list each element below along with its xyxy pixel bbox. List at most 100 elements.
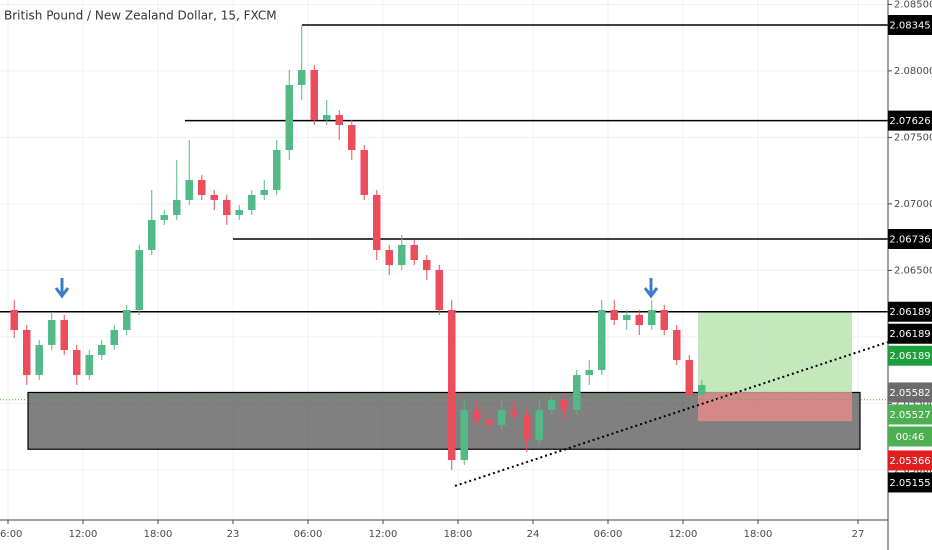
candle-body bbox=[685, 360, 693, 395]
candle-body bbox=[698, 385, 706, 395]
arrow-icon bbox=[54, 278, 70, 299]
x-tick-label: 27 bbox=[852, 529, 865, 540]
candle-body bbox=[635, 314, 643, 326]
candle-body bbox=[123, 310, 131, 330]
trend-line bbox=[454, 341, 889, 487]
candle-body bbox=[398, 244, 406, 266]
price-label-box bbox=[888, 323, 932, 344]
candle-body bbox=[373, 194, 381, 251]
candle-body bbox=[473, 410, 481, 420]
candle-body bbox=[435, 269, 443, 311]
candle-body bbox=[173, 200, 181, 216]
candle-body bbox=[185, 179, 193, 201]
price-label: 2.06736 bbox=[889, 234, 930, 245]
price-label-box bbox=[888, 110, 932, 131]
y-tick-label: 2.07000 bbox=[894, 199, 932, 210]
candle-body bbox=[498, 410, 506, 426]
x-tick-label: 12:00 bbox=[369, 529, 398, 540]
y-tick-label: 2.05500 bbox=[894, 398, 932, 409]
candle-body bbox=[273, 150, 281, 191]
candle-body bbox=[98, 344, 106, 355]
candle-body bbox=[485, 419, 493, 426]
candle-body bbox=[598, 310, 606, 370]
price-label: 2.06189 bbox=[889, 351, 930, 362]
chart-title: British Pound / New Zealand Dollar, 15, … bbox=[4, 9, 277, 23]
plot bbox=[0, 0, 889, 520]
y-tick-label: 2.08000 bbox=[894, 66, 932, 77]
x-tick-label: 06:00 bbox=[0, 529, 22, 540]
candle-body bbox=[148, 219, 156, 251]
candle-body bbox=[23, 329, 31, 376]
candle-body bbox=[510, 410, 518, 415]
candle-body bbox=[135, 250, 143, 311]
x-tick-label: 18:00 bbox=[744, 529, 773, 540]
price-label-box bbox=[888, 301, 932, 322]
candle-body bbox=[460, 410, 468, 461]
candle-body bbox=[198, 179, 206, 195]
candle-body bbox=[573, 375, 581, 411]
candle-body bbox=[348, 125, 356, 151]
candle-body bbox=[360, 150, 368, 195]
candle-body bbox=[10, 310, 18, 330]
candle-body bbox=[85, 354, 93, 376]
candle-body bbox=[285, 84, 293, 151]
candle-body bbox=[623, 314, 631, 320]
price-label: 2.05527 bbox=[889, 410, 930, 421]
candle-body bbox=[248, 194, 256, 210]
countdown-box bbox=[888, 426, 932, 447]
candle-body bbox=[660, 310, 668, 330]
candle-body bbox=[410, 244, 418, 260]
y-tick-label: 2.06500 bbox=[894, 265, 932, 276]
countdown-label: 00:46 bbox=[896, 432, 925, 443]
price-label-box bbox=[888, 382, 932, 403]
candle-body bbox=[223, 200, 231, 216]
y-tick-label: 2.08500 bbox=[894, 0, 932, 10]
x-tick-label: 18:00 bbox=[444, 529, 473, 540]
x-tick-label: 12:00 bbox=[669, 529, 698, 540]
candle-body bbox=[585, 369, 593, 376]
candle-body bbox=[73, 350, 81, 376]
target-zone bbox=[698, 311, 852, 393]
x-tick-label: 23 bbox=[227, 529, 240, 540]
price-label: 2.05155 bbox=[889, 478, 930, 489]
price-label: 2.05582 bbox=[889, 388, 930, 399]
x-tick-label: 24 bbox=[527, 529, 540, 540]
candle-body bbox=[35, 344, 43, 376]
candle-body bbox=[610, 310, 618, 320]
x-tick-label: 12:00 bbox=[69, 529, 98, 540]
price-label: 2.07626 bbox=[889, 116, 930, 127]
candle-body bbox=[60, 319, 68, 351]
candle-body bbox=[110, 329, 118, 345]
price-label-box bbox=[888, 472, 932, 493]
price-label: 2.05366 bbox=[889, 456, 930, 467]
candle-body bbox=[548, 400, 556, 411]
candle-body bbox=[560, 400, 568, 411]
price-label-box bbox=[888, 404, 932, 425]
candle-body bbox=[298, 69, 306, 85]
price-label: 2.08345 bbox=[889, 21, 930, 32]
stop-zone bbox=[698, 392, 852, 422]
candle-body bbox=[673, 329, 681, 361]
price-label-box bbox=[888, 345, 932, 366]
price-label: 2.06189 bbox=[889, 329, 930, 340]
x-tick-label: 18:00 bbox=[144, 529, 173, 540]
candle-body bbox=[335, 115, 343, 126]
price-label-box bbox=[888, 228, 932, 249]
price-label: 2.06189 bbox=[889, 307, 930, 318]
x-tick-label: 06:00 bbox=[594, 529, 623, 540]
candle-body bbox=[448, 310, 456, 461]
candle-body bbox=[235, 209, 243, 216]
candle-body bbox=[48, 319, 56, 345]
candle-body bbox=[385, 250, 393, 266]
arrow-icon bbox=[643, 278, 659, 299]
candle-body bbox=[160, 215, 168, 220]
y-tick-label: 2.07500 bbox=[894, 132, 932, 143]
candle-body bbox=[423, 260, 431, 270]
candle-body bbox=[310, 69, 318, 120]
candle-body bbox=[535, 410, 543, 440]
candle-body bbox=[210, 194, 218, 201]
x-tick-label: 06:00 bbox=[294, 529, 323, 540]
candle-body bbox=[523, 414, 531, 440]
price-label-box bbox=[888, 15, 932, 36]
